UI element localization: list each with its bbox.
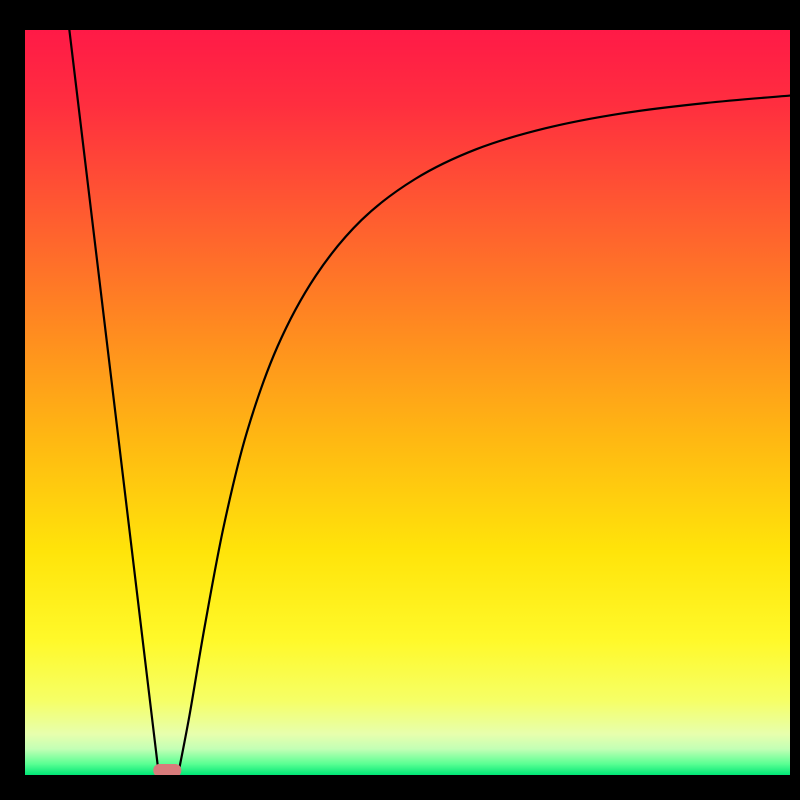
optimal-marker bbox=[153, 764, 181, 775]
gradient-background bbox=[25, 30, 790, 775]
chart-container: TheBottleneck.com bbox=[0, 0, 800, 800]
plot-area bbox=[25, 30, 790, 775]
plot-svg bbox=[25, 30, 790, 775]
watermark-text: TheBottleneck.com bbox=[592, 3, 786, 27]
